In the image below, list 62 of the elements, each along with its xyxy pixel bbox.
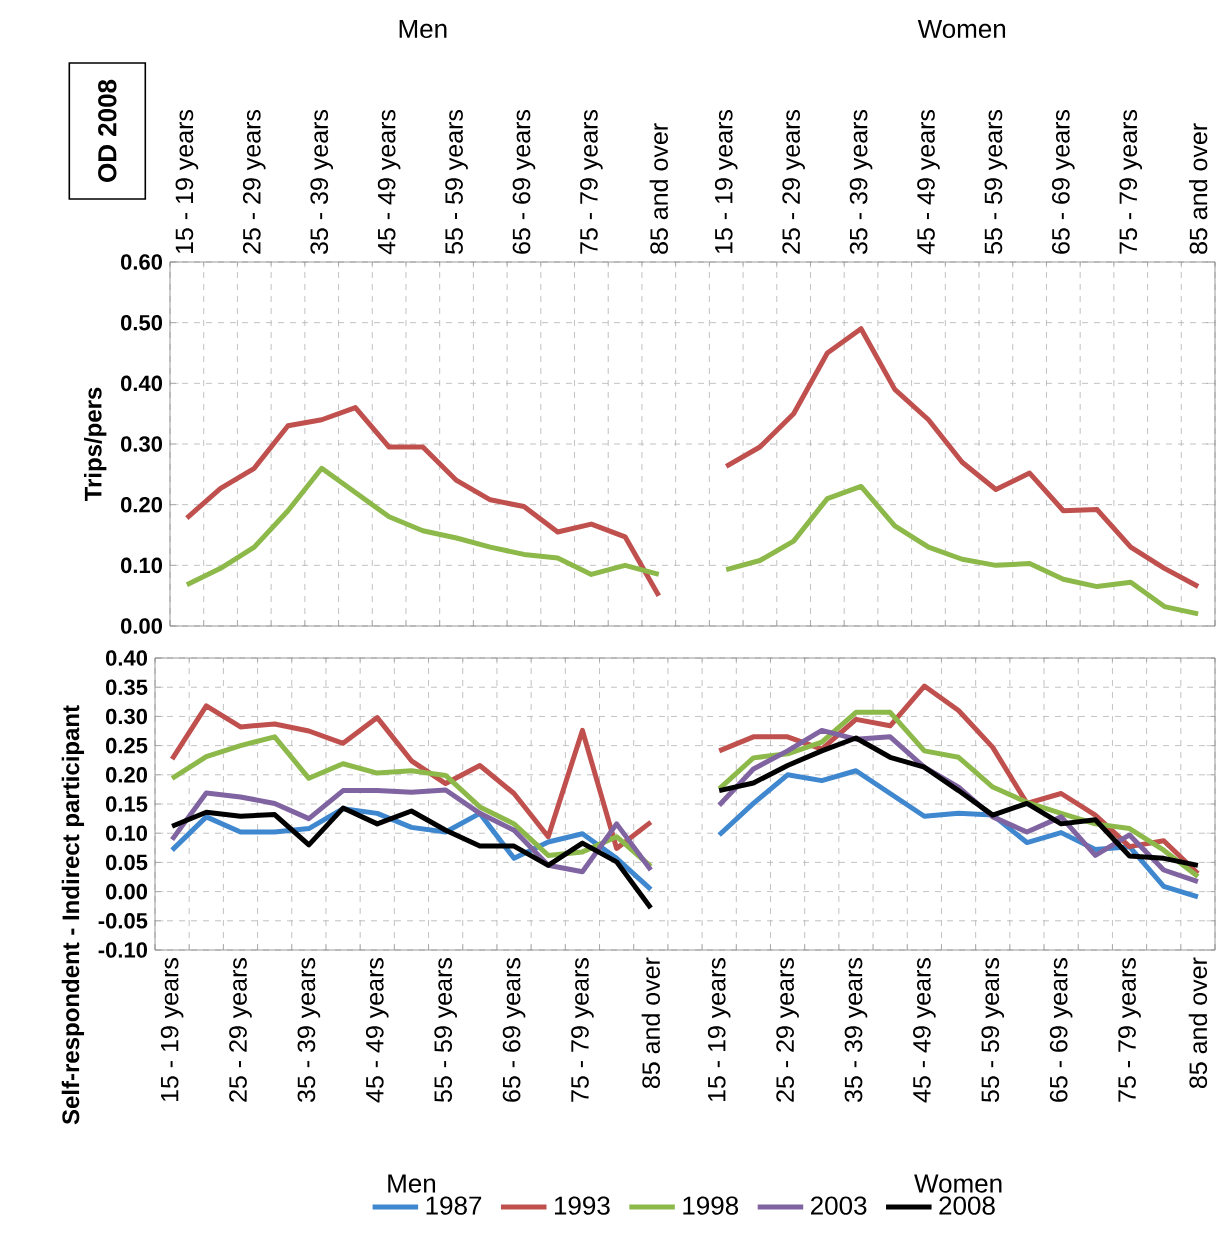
x-tick-label: 75 - 79 years — [1118, 958, 1141, 1102]
text: Women — [914, 1174, 1002, 1193]
x-tick-label: 85 and over — [1188, 957, 1208, 1089]
text: Women — [917, 19, 1006, 39]
x-tick-label: 65 - 69 years — [1052, 109, 1075, 254]
legend-label: 2008 — [939, 1196, 995, 1215]
y-tick-label: 0.20 — [105, 767, 148, 783]
x-tick-label: 45 - 49 years — [913, 958, 936, 1103]
x-tick-label: 75 - 79 years — [1119, 109, 1143, 254]
text: Men — [399, 19, 447, 39]
x-tick-label: 55 - 59 years — [981, 958, 1005, 1102]
legend-label: 2003 — [811, 1196, 867, 1215]
x-tick-label: 15 - 19 years — [707, 958, 731, 1102]
y-axis-title: Self-respondent - Indirect participant — [61, 705, 85, 1125]
x-tick-label: 55 - 59 years — [434, 958, 457, 1102]
y-tick-label: 0.50 — [121, 314, 163, 331]
x-tick-label: 25 - 29 years — [229, 958, 252, 1102]
x-tick-label: 85 and over — [1188, 123, 1208, 254]
y-tick-label: 0.30 — [121, 436, 163, 452]
y-tick-label: 0.00 — [121, 618, 163, 634]
x-tick-label: 45 - 49 years — [377, 109, 401, 255]
y-tick-label: -0.05 — [98, 913, 148, 929]
x-tick-label: 45 - 49 years — [917, 109, 940, 255]
y-tick-label: 0.05 — [105, 854, 148, 871]
legend-label: 1993 — [554, 1196, 610, 1215]
x-tick-label: 25 - 29 years — [242, 109, 266, 254]
x-tick-label: 65 - 69 years — [502, 958, 526, 1102]
legend-label: 1987 — [426, 1196, 482, 1215]
x-tick-label: 45 - 49 years — [365, 958, 389, 1103]
x-tick-label: 35 - 39 years — [310, 109, 333, 254]
y-tick-label: 0.00 — [105, 883, 148, 900]
x-tick-label: 65 - 69 years — [512, 109, 536, 254]
y-tick-label: 0.10 — [105, 825, 148, 842]
x-tick-label: 75 - 79 years — [580, 109, 603, 254]
x-tick-label: 25 - 29 years — [782, 109, 805, 254]
x-tick-label: 55 - 59 years — [984, 109, 1008, 254]
x-tick-label: 35 - 39 years — [849, 109, 873, 254]
y-axis-title: Trips/pers — [84, 387, 107, 502]
legend-label: 1998 — [683, 1196, 739, 1215]
x-tick-label: 75 - 79 years — [571, 958, 594, 1102]
y-tick-label: 0.35 — [105, 679, 148, 696]
y-tick-label: -0.10 — [98, 942, 148, 958]
y-tick-label: 0.20 — [121, 496, 163, 513]
x-tick-label: 35 - 39 years — [844, 958, 868, 1103]
y-tick-label: 0.10 — [121, 557, 163, 574]
x-tick-label: 15 - 19 years — [160, 958, 184, 1102]
y-tick-label: 0.40 — [105, 650, 148, 666]
x-tick-label: 35 - 39 years — [297, 958, 321, 1103]
y-tick-label: 0.30 — [105, 708, 148, 725]
x-tick-label: 15 - 19 years — [175, 109, 199, 254]
x-tick-label: 85 and over — [649, 123, 668, 254]
x-tick-label: 55 - 59 years — [445, 109, 468, 254]
x-tick-label: 65 - 69 years — [1049, 958, 1073, 1102]
y-tick-label: 0.60 — [121, 254, 163, 270]
y-tick-label: 0.25 — [105, 737, 148, 754]
x-tick-label: 85 and over — [641, 957, 660, 1089]
text: Men — [388, 1174, 436, 1193]
x-tick-label: 15 - 19 years — [714, 109, 738, 254]
y-tick-label: 0.40 — [121, 375, 163, 392]
chart-title: OD 2008 — [98, 79, 117, 182]
y-tick-label: 0.15 — [105, 796, 148, 812]
x-tick-label: 25 - 29 years — [776, 958, 799, 1102]
